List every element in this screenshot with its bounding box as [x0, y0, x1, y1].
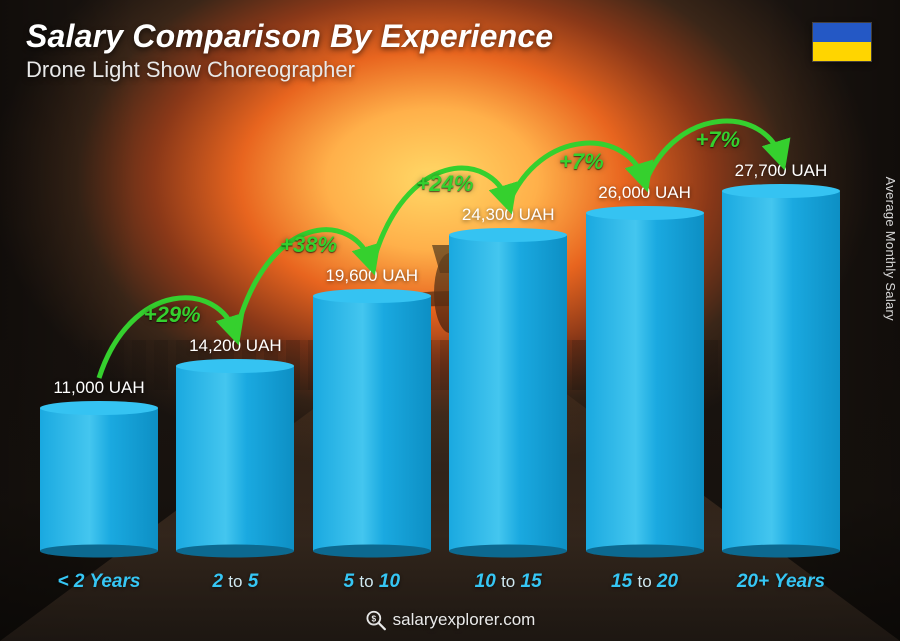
salary-bar-chart: 11,000 UAH < 2 Years 14,200 UAH 2 to 5 19,60… — [40, 93, 840, 593]
bar-body — [722, 191, 840, 551]
page-title: Salary Comparison By Experience — [26, 18, 553, 55]
bar-value-label: 27,700 UAH — [735, 161, 828, 181]
bar-category-label: 15 to 20 — [611, 571, 678, 593]
bar-category-label: 5 to 10 — [344, 571, 400, 593]
bar-value-label: 24,300 UAH — [462, 205, 555, 225]
bar-value-label: 11,000 UAH — [53, 378, 144, 398]
flag-bottom-stripe — [813, 42, 871, 61]
magnify-dollar-icon: $ — [365, 609, 387, 631]
bar-category-label: 20+ Years — [737, 571, 825, 593]
bar-0: 11,000 UAH < 2 Years — [40, 378, 158, 593]
bar-2: 19,600 UAH 5 to 10 — [313, 266, 431, 593]
bar-body — [449, 235, 567, 551]
bar-body — [40, 408, 158, 551]
bar-value-label: 19,600 UAH — [325, 266, 418, 286]
flag-top-stripe — [813, 23, 871, 42]
bar-category-label: 10 to 15 — [475, 571, 542, 593]
footer-attribution: $ salaryexplorer.com — [365, 609, 536, 631]
svg-text:$: $ — [372, 614, 377, 623]
bar-category-label: < 2 Years — [58, 571, 141, 593]
footer-text: salaryexplorer.com — [393, 610, 536, 630]
bar-value-label: 26,000 UAH — [598, 183, 691, 203]
bar-1: 14,200 UAH 2 to 5 — [176, 336, 294, 593]
bar-category-label: 2 to 5 — [212, 571, 258, 593]
page-subtitle: Drone Light Show Choreographer — [26, 57, 553, 83]
bar-body — [313, 296, 431, 551]
bar-value-label: 14,200 UAH — [189, 336, 282, 356]
bar-body — [586, 213, 704, 551]
y-axis-label: Average Monthly Salary — [883, 176, 898, 320]
header: Salary Comparison By Experience Drone Li… — [26, 18, 553, 83]
country-flag-ukraine — [812, 22, 872, 62]
bar-4: 26,000 UAH 15 to 20 — [586, 183, 704, 593]
bar-3: 24,300 UAH 10 to 15 — [449, 205, 567, 593]
bar-5: 27,700 UAH 20+ Years — [722, 161, 840, 593]
bar-body — [176, 366, 294, 551]
